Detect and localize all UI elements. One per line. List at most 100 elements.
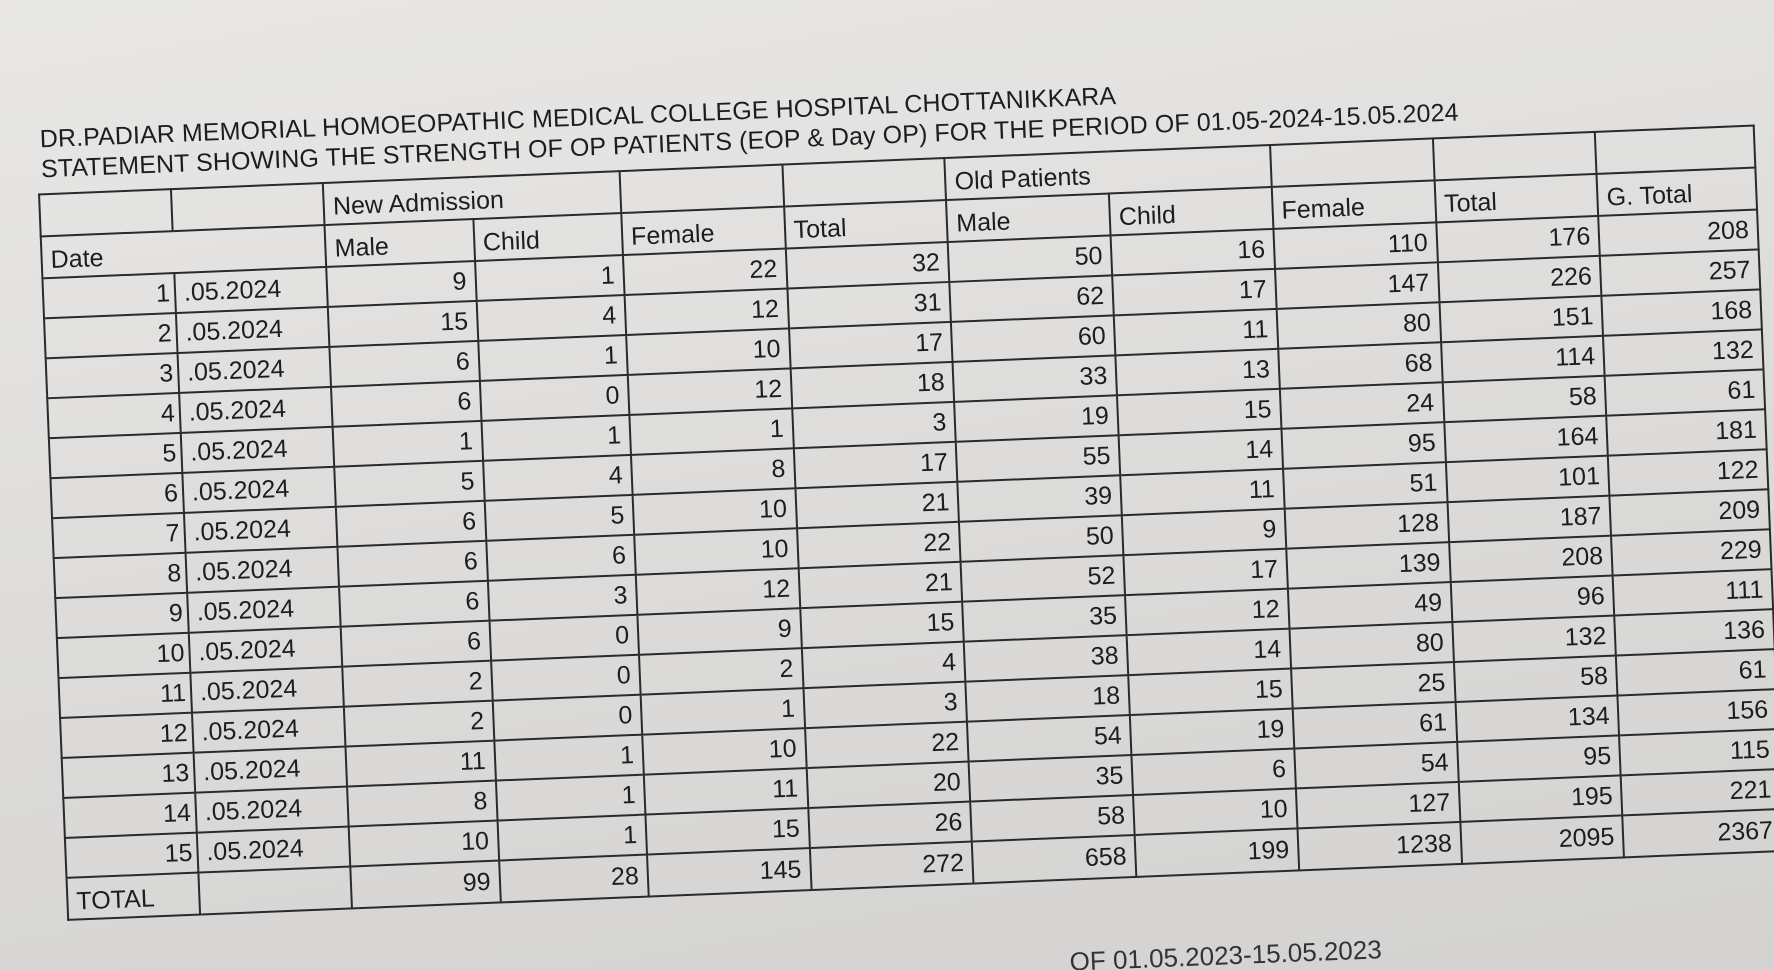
old-total-cell: 164 <box>1443 415 1609 463</box>
old-female-cell: 80 <box>1289 622 1454 669</box>
old-female-cell: 95 <box>1281 422 1446 469</box>
old-female-cell: 25 <box>1290 662 1456 709</box>
total-old-child-cell: 199 <box>1134 828 1300 877</box>
date-cell: .05.2024 <box>177 346 332 393</box>
date-cell: .05.2024 <box>175 306 330 354</box>
new-male-cell: 10 <box>348 820 499 867</box>
old-female-cell: 61 <box>1292 702 1457 749</box>
total-new-male-cell: 99 <box>350 860 501 909</box>
total-new-total-cell: 272 <box>809 841 974 891</box>
old-male-header: Male <box>946 193 1111 242</box>
old-child-cell: 17 <box>1123 548 1288 596</box>
g-total-cell: 156 <box>1617 689 1774 736</box>
new-child-cell: 4 <box>482 454 633 501</box>
new-child-cell: 6 <box>485 534 636 581</box>
date-cell: .05.2024 <box>193 746 348 793</box>
new-total-cell: 20 <box>806 761 971 809</box>
day-cell: 6 <box>50 472 184 519</box>
day-cell: 4 <box>47 392 181 439</box>
new-male-cell: 6 <box>329 340 480 387</box>
g-total-cell: 209 <box>1609 489 1770 536</box>
new-child-cell: 0 <box>489 614 639 661</box>
old-male-cell: 35 <box>962 595 1127 642</box>
total-g-total-cell: 2367 <box>1622 809 1774 858</box>
old-child-cell: 11 <box>1113 308 1279 356</box>
new-child-header: Child <box>472 213 623 262</box>
old-total-cell: 58 <box>1453 655 1618 703</box>
new-total-cell: 21 <box>795 481 960 529</box>
new-female-cell: 1 <box>629 408 794 455</box>
g-total-cell: 168 <box>1601 289 1762 336</box>
old-total-header: Total <box>1434 173 1599 223</box>
date-cell: .05.2024 <box>196 826 351 873</box>
old-female-cell: 139 <box>1286 542 1451 589</box>
old-female-cell: 51 <box>1282 462 1448 509</box>
total-label: TOTAL <box>66 872 200 920</box>
day-cell: 13 <box>61 752 196 798</box>
g-total-cell: 208 <box>1598 209 1759 256</box>
old-child-cell: 6 <box>1131 748 1296 796</box>
new-male-cell: 6 <box>331 380 482 427</box>
old-child-cell: 19 <box>1129 708 1295 756</box>
new-total-cell: 22 <box>796 521 961 569</box>
old-child-cell: 15 <box>1117 388 1282 436</box>
g-total-cell: 136 <box>1614 609 1774 656</box>
new-child-cell: 1 <box>497 814 647 861</box>
new-total-cell: 4 <box>801 641 966 689</box>
old-male-cell: 60 <box>951 315 1116 362</box>
new-female-cell: 12 <box>627 368 792 415</box>
new-male-cell: 2 <box>342 660 493 707</box>
old-male-cell: 50 <box>959 515 1124 562</box>
date-cell: .05.2024 <box>190 666 345 713</box>
new-child-cell: 1 <box>474 255 625 301</box>
old-female-cell: 127 <box>1295 781 1460 829</box>
old-female-cell: 128 <box>1284 502 1449 549</box>
new-child-cell: 1 <box>495 774 646 821</box>
old-male-cell: 33 <box>952 355 1118 402</box>
new-total-cell: 32 <box>785 241 950 289</box>
day-cell: 2 <box>44 313 178 359</box>
old-male-cell: 19 <box>954 395 1119 442</box>
old-child-cell: 15 <box>1128 668 1293 716</box>
old-total-cell: 134 <box>1455 695 1620 742</box>
new-male-cell: 8 <box>347 780 498 827</box>
new-total-cell: 22 <box>804 721 969 769</box>
old-total-cell: 95 <box>1456 735 1621 782</box>
g-total-cell: 132 <box>1603 329 1764 376</box>
new-total-cell: 17 <box>788 321 953 369</box>
new-total-cell: 17 <box>793 441 958 489</box>
total-old-female-cell: 1238 <box>1297 821 1462 871</box>
date-cell: .05.2024 <box>195 786 349 833</box>
old-male-cell: 39 <box>957 475 1122 522</box>
new-total-header: Total <box>783 200 949 249</box>
new-child-cell: 0 <box>492 694 643 741</box>
new-male-cell: 2 <box>344 700 494 747</box>
new-female-cell: 12 <box>624 288 789 335</box>
old-male-cell: 35 <box>968 755 1134 802</box>
new-child-cell: 1 <box>493 734 644 781</box>
old-female-cell: 110 <box>1273 222 1438 269</box>
old-male-cell: 54 <box>967 715 1132 762</box>
old-male-cell: 62 <box>949 275 1114 322</box>
date-cell: .05.2024 <box>174 266 329 314</box>
new-child-cell: 4 <box>476 295 627 341</box>
new-child-cell: 3 <box>487 574 638 621</box>
old-total-cell: 226 <box>1437 255 1602 303</box>
new-male-cell: 1 <box>332 420 483 467</box>
new-female-cell: 12 <box>635 568 800 615</box>
new-male-cell: 9 <box>326 261 477 307</box>
old-female-cell: 147 <box>1274 262 1440 309</box>
old-child-cell: 14 <box>1126 628 1291 676</box>
old-female-cell: 80 <box>1276 302 1441 349</box>
day-cell: 7 <box>52 512 186 559</box>
date-cell: .05.2024 <box>178 386 333 433</box>
new-child-cell: 1 <box>481 414 631 461</box>
day-cell: 15 <box>64 832 199 878</box>
date-cell: .05.2024 <box>183 506 338 553</box>
old-female-cell: 54 <box>1294 741 1459 789</box>
old-total-cell: 195 <box>1458 775 1623 822</box>
g-total-cell: 111 <box>1612 569 1774 616</box>
old-female-cell: 49 <box>1287 582 1452 629</box>
day-cell: 9 <box>55 592 189 639</box>
old-total-cell: 208 <box>1448 535 1613 583</box>
